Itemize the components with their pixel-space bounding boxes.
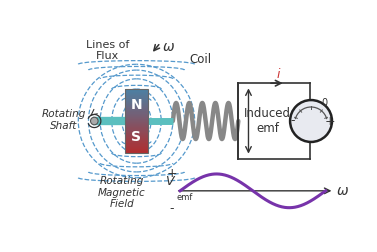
Bar [126, 128, 147, 129]
Text: ω: ω [337, 184, 348, 198]
Bar [126, 132, 147, 133]
Bar [126, 108, 147, 109]
Bar [126, 133, 147, 134]
Bar [126, 142, 147, 143]
Text: +: + [324, 114, 335, 128]
Bar [126, 143, 147, 144]
Bar [126, 99, 147, 100]
Bar [126, 106, 147, 107]
Bar [126, 107, 147, 108]
Bar [126, 104, 147, 105]
Bar [126, 117, 147, 118]
Bar [126, 89, 147, 90]
Text: Rotating
Shaft: Rotating Shaft [41, 109, 86, 131]
Circle shape [90, 117, 98, 125]
Bar [126, 135, 147, 136]
Text: V: V [165, 175, 174, 188]
Bar [126, 111, 147, 112]
Bar [126, 109, 147, 110]
Bar [126, 105, 147, 106]
Bar [126, 119, 147, 120]
Circle shape [290, 100, 332, 142]
Text: emf: emf [177, 193, 193, 202]
Bar [126, 134, 147, 135]
Bar [126, 123, 147, 124]
Bar [126, 96, 147, 97]
Bar [126, 110, 147, 111]
Bar [126, 139, 147, 140]
Bar [126, 152, 147, 153]
Text: N: N [131, 98, 142, 112]
Text: -: - [170, 202, 174, 215]
Bar [126, 115, 147, 116]
Text: i: i [277, 68, 280, 81]
Bar [126, 118, 147, 119]
Bar [126, 98, 147, 99]
Bar [126, 129, 147, 130]
Bar [126, 141, 147, 142]
Bar [126, 144, 147, 146]
Bar [126, 136, 147, 137]
Bar [126, 120, 147, 121]
Bar [126, 148, 147, 149]
Text: +: + [167, 167, 177, 180]
Bar [126, 97, 147, 98]
Bar [126, 94, 147, 96]
Bar [126, 92, 147, 93]
Bar [126, 103, 147, 104]
Bar [126, 149, 147, 150]
Bar [126, 114, 147, 115]
Text: ω: ω [162, 40, 174, 53]
Bar [126, 126, 147, 128]
Bar [126, 100, 147, 101]
Bar [126, 102, 147, 103]
Text: -: - [290, 114, 295, 128]
Bar [126, 131, 147, 132]
Bar [126, 138, 147, 139]
Bar [126, 137, 147, 138]
Bar [126, 89, 147, 153]
Bar [126, 101, 147, 102]
Bar [126, 122, 147, 123]
Bar [126, 116, 147, 117]
Bar [126, 146, 147, 147]
Bar [126, 147, 147, 148]
Text: Coil: Coil [189, 53, 211, 67]
Bar [126, 93, 147, 94]
Bar [126, 151, 147, 152]
Bar [126, 130, 147, 131]
Bar [126, 125, 147, 126]
Text: Induced
emf: Induced emf [244, 107, 291, 135]
Text: Lines of
Flux: Lines of Flux [86, 40, 129, 61]
Bar [126, 150, 147, 151]
Text: S: S [132, 130, 141, 144]
Text: Rotating
Magnetic
Field: Rotating Magnetic Field [98, 176, 146, 209]
Bar [126, 91, 147, 92]
Bar [126, 112, 147, 114]
Bar [126, 140, 147, 141]
Bar [126, 124, 147, 125]
Bar [126, 90, 147, 91]
Text: 0: 0 [321, 98, 327, 108]
Bar [126, 121, 147, 122]
